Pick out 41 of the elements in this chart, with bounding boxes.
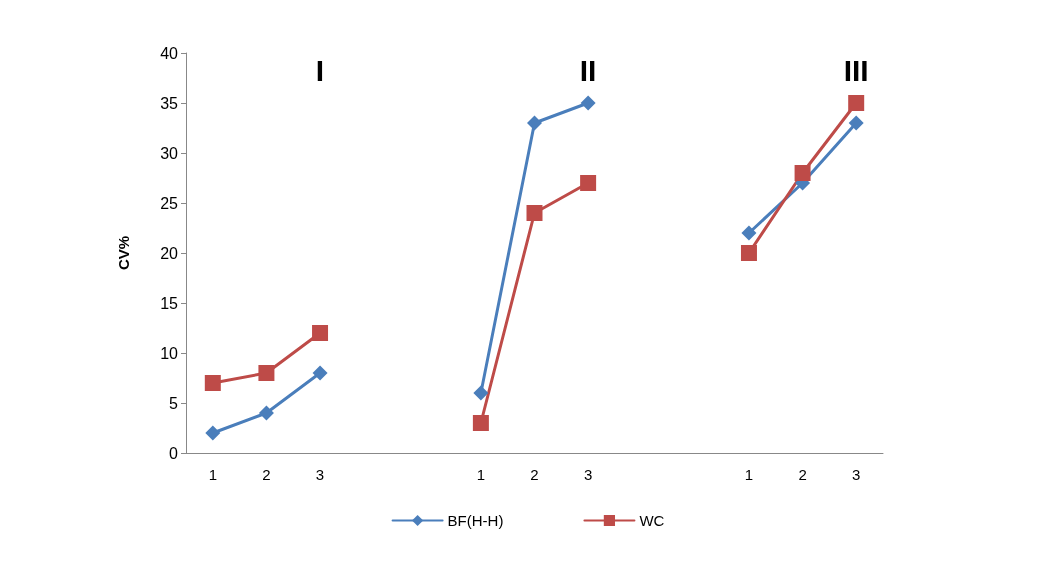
point [258,405,274,421]
y-tick-label: 15 [160,294,179,312]
y-tick-label: 35 [160,94,179,112]
point [580,175,597,191]
annotation: II [579,53,597,87]
point [527,115,542,131]
x-tick-label: 2 [262,466,271,483]
x-tick-label: 2 [798,466,807,483]
point [473,385,489,401]
y-tick-label: 25 [160,194,179,212]
x-tick-label: 1 [208,466,217,483]
point [205,425,221,441]
y-tick-label: 5 [169,394,179,412]
x-tick-label: 3 [315,466,325,483]
y-tick-label: 30 [160,144,179,162]
x-tick-label: 1 [744,466,754,483]
y-tick-label: 0 [169,444,179,462]
point [848,115,864,131]
point [526,205,543,221]
point [204,375,221,391]
point [258,365,275,381]
annotation: I [315,53,325,87]
legend-label: WC [639,512,665,529]
point [312,325,329,341]
y-tick-label: 20 [160,244,179,262]
x-tick-label: 3 [852,466,861,483]
x-tick-label: 1 [476,466,486,483]
y-tick-label: 10 [160,344,179,362]
point [848,95,865,111]
y-tick-label: 40 [160,44,179,62]
x-tick-label: 2 [530,466,539,483]
point [740,245,757,261]
y-axis-title: CV% [115,235,132,271]
legend-label: BF(H-H) [447,512,504,529]
point [741,225,757,241]
point [580,95,596,111]
point [312,365,328,381]
annotation: III [843,53,869,87]
point [472,415,489,431]
x-tick-label: 3 [583,466,593,483]
point [794,165,811,181]
